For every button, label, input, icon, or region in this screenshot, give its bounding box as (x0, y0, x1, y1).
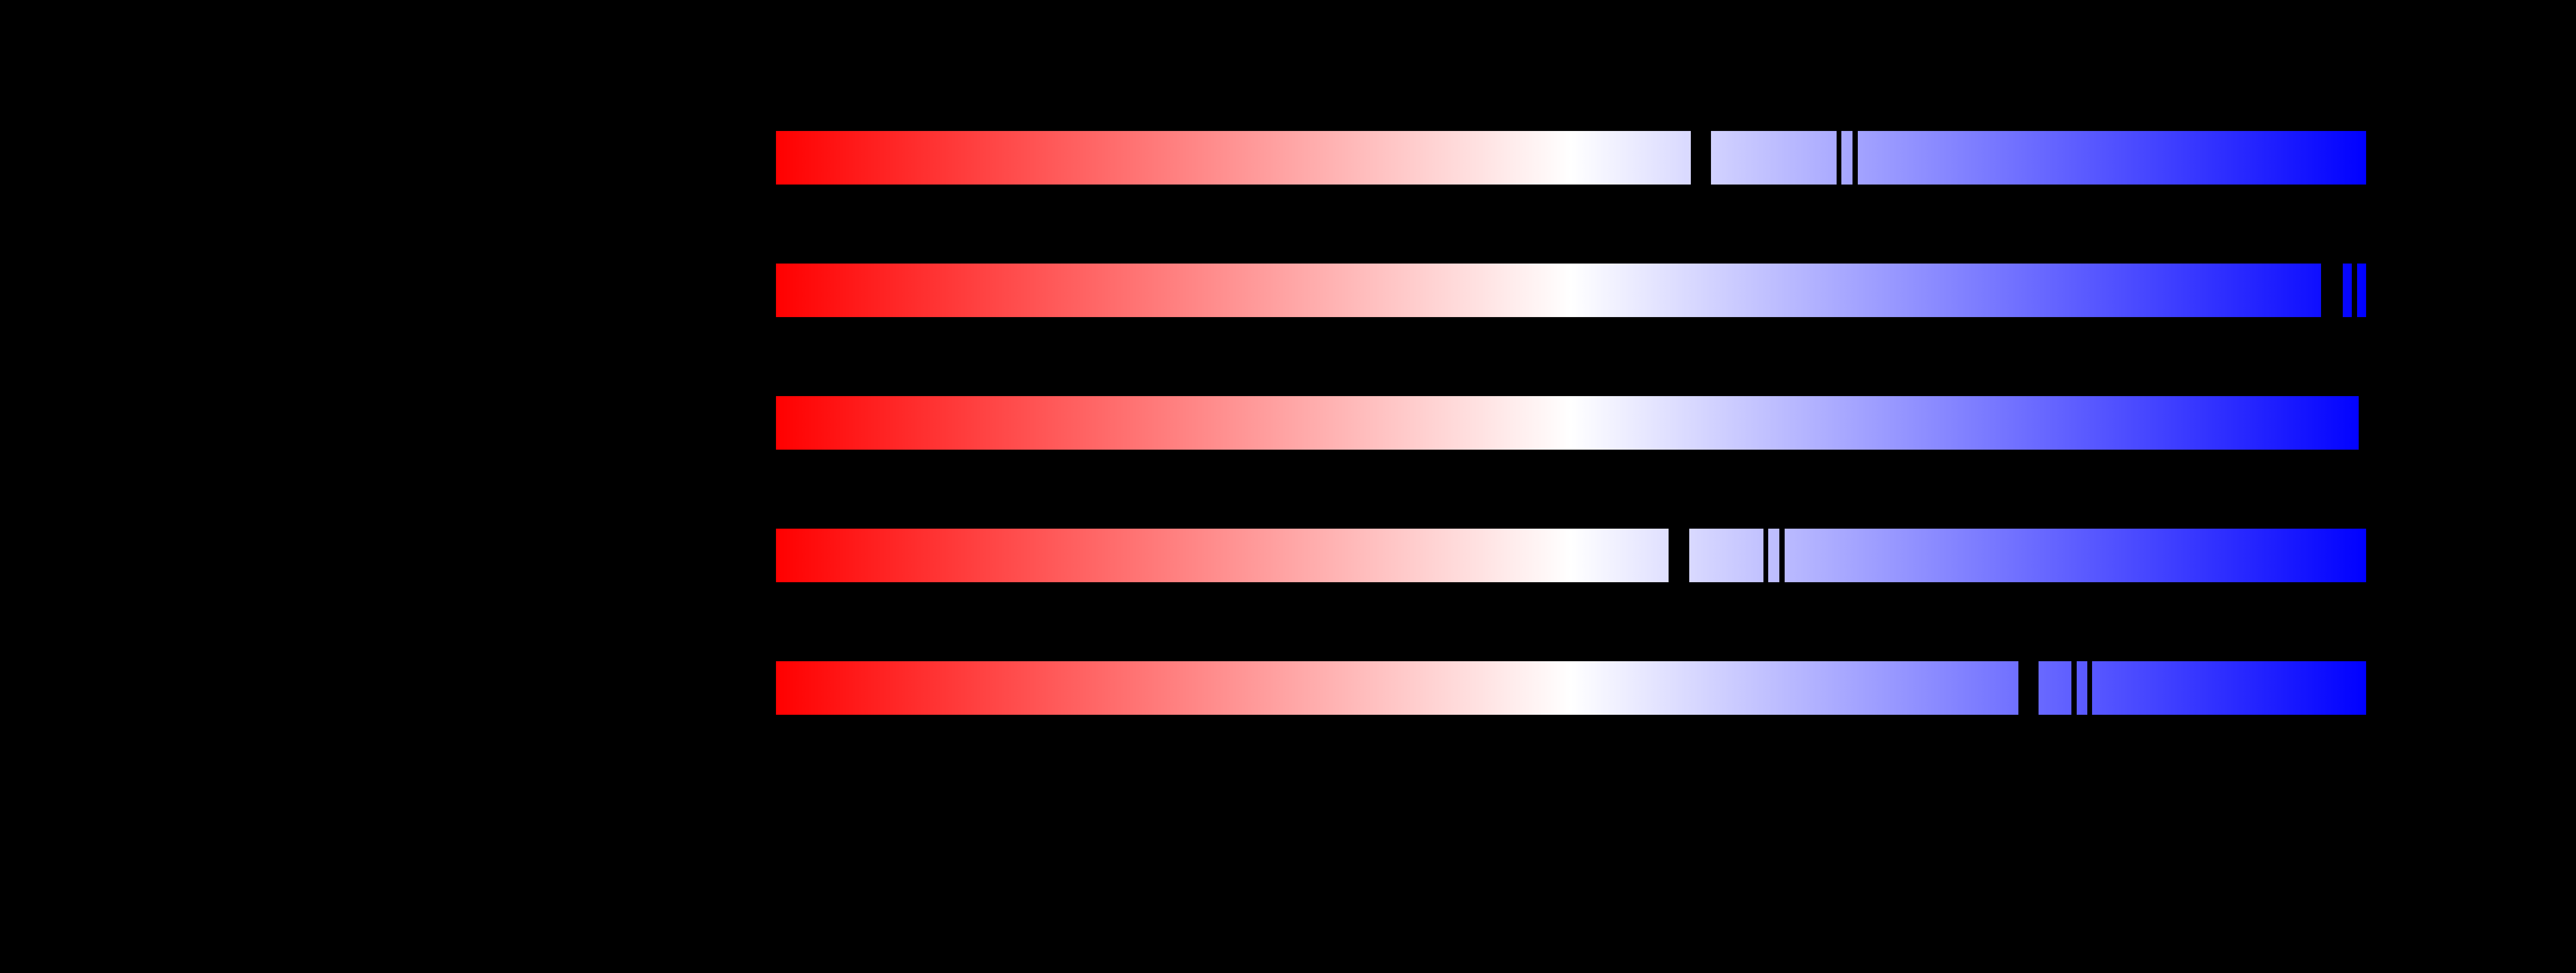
bar-gap (2018, 661, 2039, 715)
bar-gap (1669, 528, 1689, 583)
bar-gap (2071, 661, 2077, 715)
gradient-bar-row-2 (776, 263, 2366, 318)
gradient-bar-row-3 (776, 396, 2366, 450)
gradient-bar-row-5 (776, 661, 2366, 715)
bar-gap (2087, 661, 2092, 715)
bar-gap (2352, 263, 2357, 318)
gradient-bar-row-4 (776, 528, 2366, 583)
bar-gap (2359, 396, 2366, 450)
gradient-bar-row-1 (776, 130, 2366, 185)
bar-gap (1779, 528, 1785, 583)
bar-gap (1837, 130, 1841, 185)
bar-gap (1852, 130, 1858, 185)
bar-gap (2321, 263, 2343, 318)
bar-gap (1763, 528, 1768, 583)
bar-gap (1691, 130, 1711, 185)
